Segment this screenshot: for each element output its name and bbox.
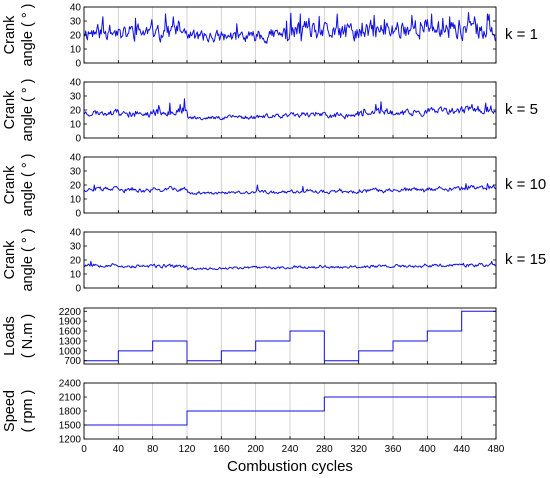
y-tick-label: 1500 xyxy=(59,421,82,432)
series-line-k15 xyxy=(83,260,497,271)
y-tick-label: 0 xyxy=(75,284,81,295)
y-tick-label: 30 xyxy=(70,167,82,178)
x-tick-label: 320 xyxy=(350,444,367,455)
x-tick-label: 440 xyxy=(453,444,470,455)
series-line-loads xyxy=(84,310,496,362)
y-axis-label-line1: Loads xyxy=(2,316,18,356)
x-tick-label: 200 xyxy=(247,444,264,455)
y-tick-label: 20 xyxy=(70,106,82,117)
y-axis-label-line2: angle ( ° ) xyxy=(20,228,36,291)
y-tick-label: 1200 xyxy=(59,435,82,446)
panel-k1: 0 10 20 30 40 Crank angle ( ° ) k = 1 xyxy=(2,3,538,70)
y-axis-label-line1: Crank xyxy=(2,90,18,129)
y-axis-label-line1: Crank xyxy=(2,15,18,54)
x-tick-label: 0 xyxy=(81,444,87,455)
y-tick-label: 40 xyxy=(70,153,82,164)
y-tick-label: 1000 xyxy=(59,346,82,357)
y-axis-label-line2: angle ( ° ) xyxy=(20,3,36,66)
y-axis-label-line2: ( rpm ) xyxy=(20,390,36,433)
y-tick-label: 10 xyxy=(70,195,82,206)
panel-k5: 0 10 20 30 40 Crank angle ( ° ) k = 5 xyxy=(2,78,538,145)
y-axis-label-line1: Crank xyxy=(2,165,18,204)
panel-k10: 0 10 20 30 40 Crank angle ( ° ) k = 10 xyxy=(2,153,546,220)
y-tick-label: 20 xyxy=(70,31,82,42)
panel-annotation: k = 5 xyxy=(505,101,538,118)
y-tick-label: 700 xyxy=(64,356,81,367)
y-tick-label: 1600 xyxy=(59,327,82,338)
panel-annotation: k = 10 xyxy=(505,176,546,193)
y-tick-label: 2200 xyxy=(59,307,82,318)
y-axis-label-line1: Speed xyxy=(2,390,18,432)
x-tick-label: 480 xyxy=(488,444,505,455)
y-tick-label: 2100 xyxy=(59,393,82,404)
y-tick-label: 20 xyxy=(70,181,82,192)
x-tick-label: 80 xyxy=(147,444,159,455)
y-axis-label-line2: angle ( ° ) xyxy=(20,78,36,141)
series-line-k1 xyxy=(83,12,497,44)
x-axis-label: Combustion cycles xyxy=(227,458,353,475)
y-tick-label: 10 xyxy=(70,45,82,56)
y-tick-label: 20 xyxy=(70,256,82,267)
y-tick-label: 0 xyxy=(75,134,81,145)
y-tick-label: 10 xyxy=(70,270,82,281)
y-tick-label: 0 xyxy=(75,209,81,220)
x-tick-label: 360 xyxy=(385,444,402,455)
x-tick-label: 160 xyxy=(213,444,230,455)
panel-annotation: k = 15 xyxy=(505,251,546,268)
panel-annotation: k = 1 xyxy=(505,26,538,43)
y-tick-label: 0 xyxy=(75,59,81,70)
series-line-speed xyxy=(84,396,496,426)
y-tick-label: 1800 xyxy=(59,407,82,418)
x-tick-label: 40 xyxy=(113,444,125,455)
y-tick-label: 1900 xyxy=(59,317,82,328)
panel-speed: 1200 1500 1800 2100 2400 Speed( rpm ) xyxy=(2,379,497,446)
y-tick-label: 2400 xyxy=(59,379,82,390)
y-tick-label: 30 xyxy=(70,92,82,103)
y-axis-label-line1: Crank xyxy=(2,240,18,279)
x-tick-label: 400 xyxy=(419,444,436,455)
series-line-k10 xyxy=(83,183,497,196)
x-tick-label: 240 xyxy=(282,444,299,455)
series-line-k5 xyxy=(83,98,497,121)
panel-k15: 0 10 20 30 40 Crank angle ( ° ) k = 15 xyxy=(2,228,546,295)
x-tick-label: 120 xyxy=(179,444,196,455)
y-tick-label: 40 xyxy=(70,3,82,14)
y-axis-label-line2: angle ( ° ) xyxy=(20,153,36,216)
y-axis-label-line2: ( N.m ) xyxy=(20,314,36,358)
y-tick-label: 30 xyxy=(70,17,82,28)
y-tick-label: 40 xyxy=(70,78,82,89)
y-tick-label: 1300 xyxy=(59,336,82,347)
x-tick-label: 280 xyxy=(316,444,333,455)
y-tick-label: 40 xyxy=(70,228,82,239)
y-tick-label: 10 xyxy=(70,120,82,131)
y-tick-label: 30 xyxy=(70,242,82,253)
